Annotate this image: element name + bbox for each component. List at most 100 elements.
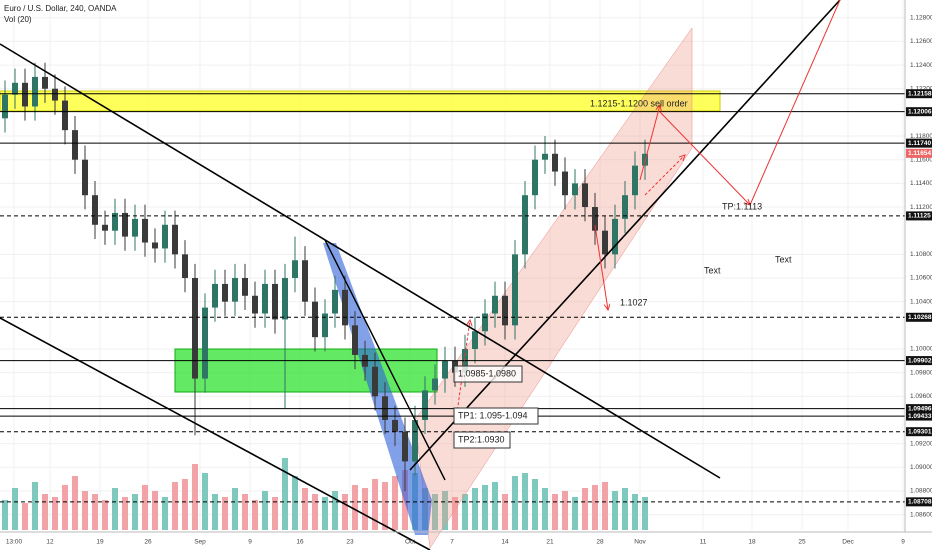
price-label-bg [906, 89, 932, 99]
y-tick-label: 1.09200 [910, 440, 932, 447]
candle-body [392, 419, 398, 432]
arrow [659, 111, 750, 205]
volume-bar [292, 476, 298, 530]
label-box [453, 365, 523, 383]
price-label: 1.11740 [908, 140, 932, 147]
volume-bar [482, 485, 488, 530]
trendline [0, 43, 721, 479]
candle-body [202, 307, 208, 379]
candle-body [592, 207, 598, 231]
annotation: TP:1.1113 [722, 201, 762, 211]
candle-body [352, 325, 358, 355]
volume-bar [362, 488, 368, 530]
x-tick-label: 23 [346, 539, 354, 546]
candle-body [132, 218, 138, 237]
candle-body [562, 171, 568, 196]
price-label-bg [906, 148, 932, 158]
y-tick-label: 1.11200 [910, 204, 932, 211]
volume-bar [152, 491, 158, 530]
candle-body [192, 278, 198, 379]
candle-body [252, 295, 258, 314]
x-tick-label: 12 [46, 539, 54, 546]
volume-bar [172, 482, 178, 530]
x-tick-label: 28 [596, 539, 604, 546]
candle-body [482, 313, 488, 332]
buy-zone [174, 348, 438, 393]
volume-bar [542, 488, 548, 530]
price-label: 1.08708 [908, 499, 932, 506]
volume-bar [272, 497, 278, 530]
volume-bar [312, 494, 318, 530]
annotation: TP1: 1.095-1.094 [458, 410, 528, 420]
chart-subtitle: Vol (20) [4, 15, 32, 24]
y-tick-label: 1.12400 [910, 62, 932, 69]
sell-zone [0, 90, 721, 112]
volume-bar [372, 479, 378, 530]
x-tick-label: 7 [450, 539, 454, 546]
volume-bar [602, 482, 608, 530]
candle-body [572, 183, 578, 196]
candle-body [502, 295, 508, 326]
label-box [453, 431, 511, 449]
price-lines [0, 93, 905, 503]
volume-bar [512, 476, 518, 530]
volume-bar [432, 494, 438, 530]
price-label: 1.09902 [908, 357, 932, 364]
volume-bar [42, 494, 48, 530]
x-tick-label: 14 [501, 539, 509, 546]
candle-body [182, 254, 188, 279]
candle-body [242, 278, 248, 296]
volume-bar [112, 488, 118, 530]
volume-bar [562, 491, 568, 530]
candle-body [492, 295, 498, 314]
volume-bar [382, 482, 388, 530]
trendline [0, 317, 431, 550]
candle-body [42, 76, 48, 89]
x-tick-label: 13:00 [6, 539, 23, 546]
arrow [644, 155, 685, 196]
volume-bar [82, 491, 88, 530]
annotation: TP2:1.0930 [458, 434, 505, 444]
volume-bar [282, 458, 288, 530]
y-tick-label: 1.11400 [910, 180, 932, 187]
candle-body [112, 212, 118, 231]
volume-bar [462, 494, 468, 530]
volume-bar [262, 491, 268, 530]
y-tick-label: 1.10000 [910, 346, 932, 353]
y-tick-label: 1.12600 [910, 38, 932, 45]
arrow [749, 0, 841, 206]
candle-body [472, 331, 478, 349]
y-tick-label: 1.08600 [910, 511, 932, 518]
candle-body [32, 76, 38, 107]
volume-bar [492, 482, 498, 530]
price-label: 1.09301 [908, 428, 932, 435]
axes: 1.12800 1.12600 1.12400 1.12200 1.11800 1.116… [6, 14, 932, 546]
volume-bar [102, 500, 108, 530]
volume-bar [72, 476, 78, 530]
x-tick-label: 11 [700, 539, 707, 546]
annotation: 1.1215-1.1200 sell order [590, 98, 688, 108]
candle-body [262, 283, 268, 314]
price-label: 1.10268 [908, 314, 932, 321]
volume-bar [162, 497, 168, 530]
y-tick-label: 1.09000 [910, 464, 932, 471]
x-tick-label: 19 [96, 539, 104, 546]
y-tick-label: 1.10400 [910, 298, 932, 305]
price-label-bg [906, 356, 932, 366]
x-tick-label: 25 [798, 539, 806, 546]
label-box [453, 407, 539, 425]
candle-body [522, 195, 528, 255]
volume-bar [52, 497, 58, 530]
volume-bar [502, 494, 508, 530]
volume-bar [242, 494, 248, 530]
volume-bar [22, 503, 28, 530]
x-tick-label: Sep [194, 539, 206, 546]
annotation: Text [775, 254, 792, 264]
price-label: 1.11125 [908, 213, 931, 220]
candle-body [282, 278, 288, 320]
volume-bar [612, 491, 618, 530]
price-label: 1.09433 [908, 413, 932, 420]
candle-body [402, 431, 408, 462]
candle-body [342, 289, 348, 326]
trendline [324, 239, 446, 481]
